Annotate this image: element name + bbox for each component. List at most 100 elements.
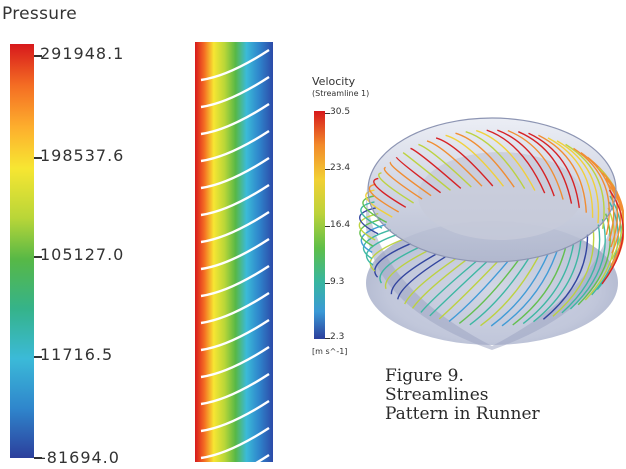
- streamline: [373, 177, 407, 208]
- streamline: [362, 195, 388, 224]
- streamline: [552, 229, 595, 317]
- streamline: [384, 250, 428, 290]
- streamline: [528, 132, 580, 208]
- streamline: [547, 137, 594, 218]
- streamline: [507, 129, 564, 200]
- blade-curve: [200, 237, 270, 271]
- streamline: [435, 137, 494, 187]
- pressure-tick: [34, 256, 42, 258]
- streamline: [455, 132, 515, 188]
- caption-figure-number: Figure 9.: [385, 366, 464, 386]
- streamline: [561, 224, 601, 314]
- streamline: [490, 253, 549, 327]
- streamline: [465, 131, 526, 189]
- streamline: [501, 250, 558, 327]
- pressure-label: 198537.6: [40, 146, 125, 165]
- streamline: [573, 147, 610, 235]
- streamline: [458, 259, 519, 324]
- streamline: [358, 212, 379, 241]
- streamline: [378, 172, 414, 204]
- streamline: [404, 258, 456, 305]
- pressure-tick: [34, 157, 42, 159]
- blade-curve: [200, 372, 270, 406]
- velocity-unit: [m s^-1]: [312, 347, 348, 356]
- pressure-tick: [34, 55, 42, 57]
- streamline: [359, 207, 379, 235]
- pressure-legend-title: Pressure: [2, 4, 77, 24]
- streamline: [569, 219, 606, 310]
- streamline: [374, 243, 411, 278]
- streamline: [402, 152, 451, 191]
- blade-curve: [255, 453, 270, 462]
- blade-curve: [200, 318, 270, 352]
- streamline: [389, 161, 432, 197]
- streamline: [469, 258, 530, 326]
- streamline: [556, 140, 600, 224]
- streamline: [390, 253, 437, 295]
- velocity-legend-subtitle: (Streamline 1): [312, 89, 370, 98]
- streamline: [533, 239, 582, 323]
- blade-curve: [200, 291, 270, 325]
- streamline: [395, 156, 442, 194]
- streamline: [429, 261, 488, 317]
- velocity-color-bar: [314, 111, 325, 339]
- pressure-color-bar: [10, 44, 34, 458]
- streamline: [410, 147, 462, 189]
- velocity-label: 9.3: [330, 277, 345, 287]
- streamline: [480, 256, 540, 327]
- figure-caption: Figure 9. Streamlines Pattern in Runner: [385, 367, 540, 424]
- streamline: [512, 247, 567, 326]
- velocity-tick: [325, 283, 330, 284]
- blade-curve: [200, 48, 270, 82]
- pressure-label-min: -81694.0: [40, 448, 120, 467]
- streamline: [438, 261, 498, 320]
- streamline: [365, 189, 393, 218]
- streamline: [362, 229, 391, 260]
- velocity-tick: [325, 169, 330, 170]
- streamline: [411, 259, 467, 309]
- streamline: [584, 207, 616, 301]
- velocity-tick: [325, 113, 330, 114]
- blade-curve: [200, 264, 270, 298]
- streamline: [497, 129, 555, 197]
- streamline: [368, 183, 400, 213]
- streamline: [486, 129, 546, 194]
- blade-curve: [200, 210, 270, 244]
- streamline: [369, 238, 404, 272]
- pressure-label: 11716.5: [40, 345, 114, 364]
- blade-curve: [200, 399, 270, 433]
- streamline: [518, 131, 573, 204]
- velocity-label: 16.4: [330, 220, 351, 230]
- streamline: [359, 218, 382, 247]
- blade-curve: [200, 156, 270, 190]
- blade-curve: [200, 345, 270, 379]
- streamline: [426, 140, 483, 187]
- velocity-label: 23.4: [330, 163, 351, 173]
- streamline: [383, 166, 423, 200]
- pressure-tick: [34, 457, 42, 459]
- streamline: [522, 243, 575, 325]
- caption-line: Streamlines: [385, 385, 489, 405]
- streamline: [565, 143, 605, 230]
- streamline: [397, 256, 446, 300]
- streamline: [420, 260, 477, 313]
- velocity-tick: [325, 338, 330, 339]
- blade-curve: [200, 75, 270, 109]
- streamline: [418, 143, 472, 188]
- streamline: [448, 260, 509, 322]
- runner-streamline-render: [358, 117, 624, 350]
- streamline: [475, 129, 536, 191]
- blade-curve: [200, 102, 270, 136]
- caption-line: Pattern in Runner: [385, 404, 540, 424]
- blade-pressure-contour: [195, 42, 273, 462]
- pressure-label: 105127.0: [40, 245, 125, 264]
- blade-curve: [200, 426, 270, 460]
- velocity-legend-title: Velocity: [312, 75, 356, 88]
- streamline: [379, 246, 419, 284]
- velocity-tick: [325, 226, 330, 227]
- streamline: [542, 234, 589, 320]
- streamline: [605, 177, 624, 273]
- blade-curve: [200, 183, 270, 217]
- pressure-label-max: 291948.1: [40, 44, 125, 63]
- blade-curve: [200, 129, 270, 163]
